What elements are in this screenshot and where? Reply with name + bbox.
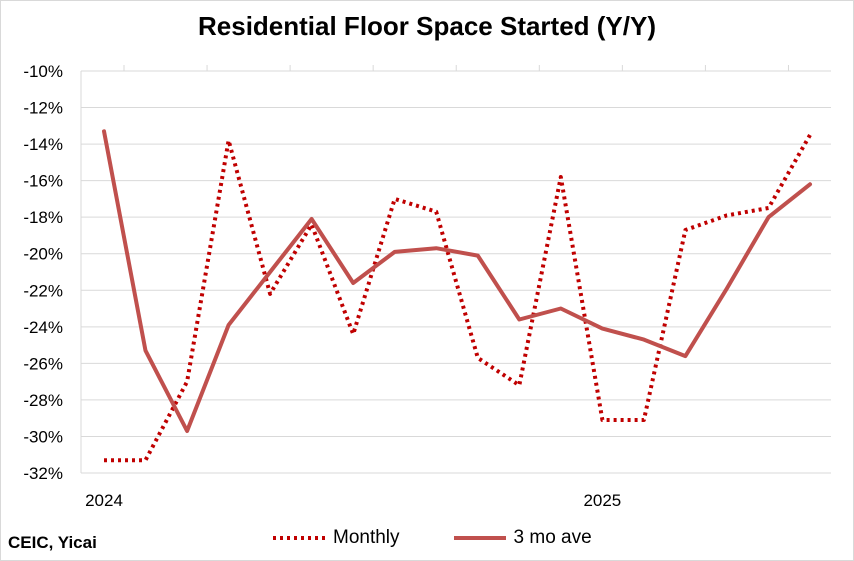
y-tick-label: -16% <box>23 172 63 191</box>
y-tick-label: -20% <box>23 245 63 264</box>
legend-item-3mo-ave: 3 mo ave <box>452 527 592 549</box>
legend-label-3mo-ave: 3 mo ave <box>513 527 592 548</box>
y-tick-label: -28% <box>23 391 63 410</box>
legend-label-monthly: Monthly <box>333 527 400 548</box>
y-tick-label: -14% <box>23 135 63 154</box>
y-tick-label: -10% <box>23 62 63 81</box>
x-tick-label: 2024 <box>85 491 123 510</box>
series-3mo-ave-line <box>102 129 812 433</box>
y-tick-label: -30% <box>23 427 63 446</box>
dotted-line-icon <box>273 536 325 540</box>
y-tick-label: -26% <box>23 354 63 373</box>
source-note: CEIC, Yicai <box>8 533 97 552</box>
y-tick-label: -22% <box>23 281 63 300</box>
y-tick-label: -24% <box>23 318 63 337</box>
legend: Monthly 3 mo ave <box>271 527 644 549</box>
series-monthly-line <box>104 134 812 463</box>
chart-title: Residential Floor Space Started (Y/Y) <box>198 11 656 41</box>
y-tick-label: -12% <box>23 99 63 118</box>
y-tick-label: -32% <box>23 464 63 483</box>
legend-item-monthly: Monthly <box>271 527 400 549</box>
x-tick-label: 2025 <box>583 491 621 510</box>
solid-line-icon <box>453 536 506 540</box>
y-tick-label: -18% <box>23 208 63 227</box>
